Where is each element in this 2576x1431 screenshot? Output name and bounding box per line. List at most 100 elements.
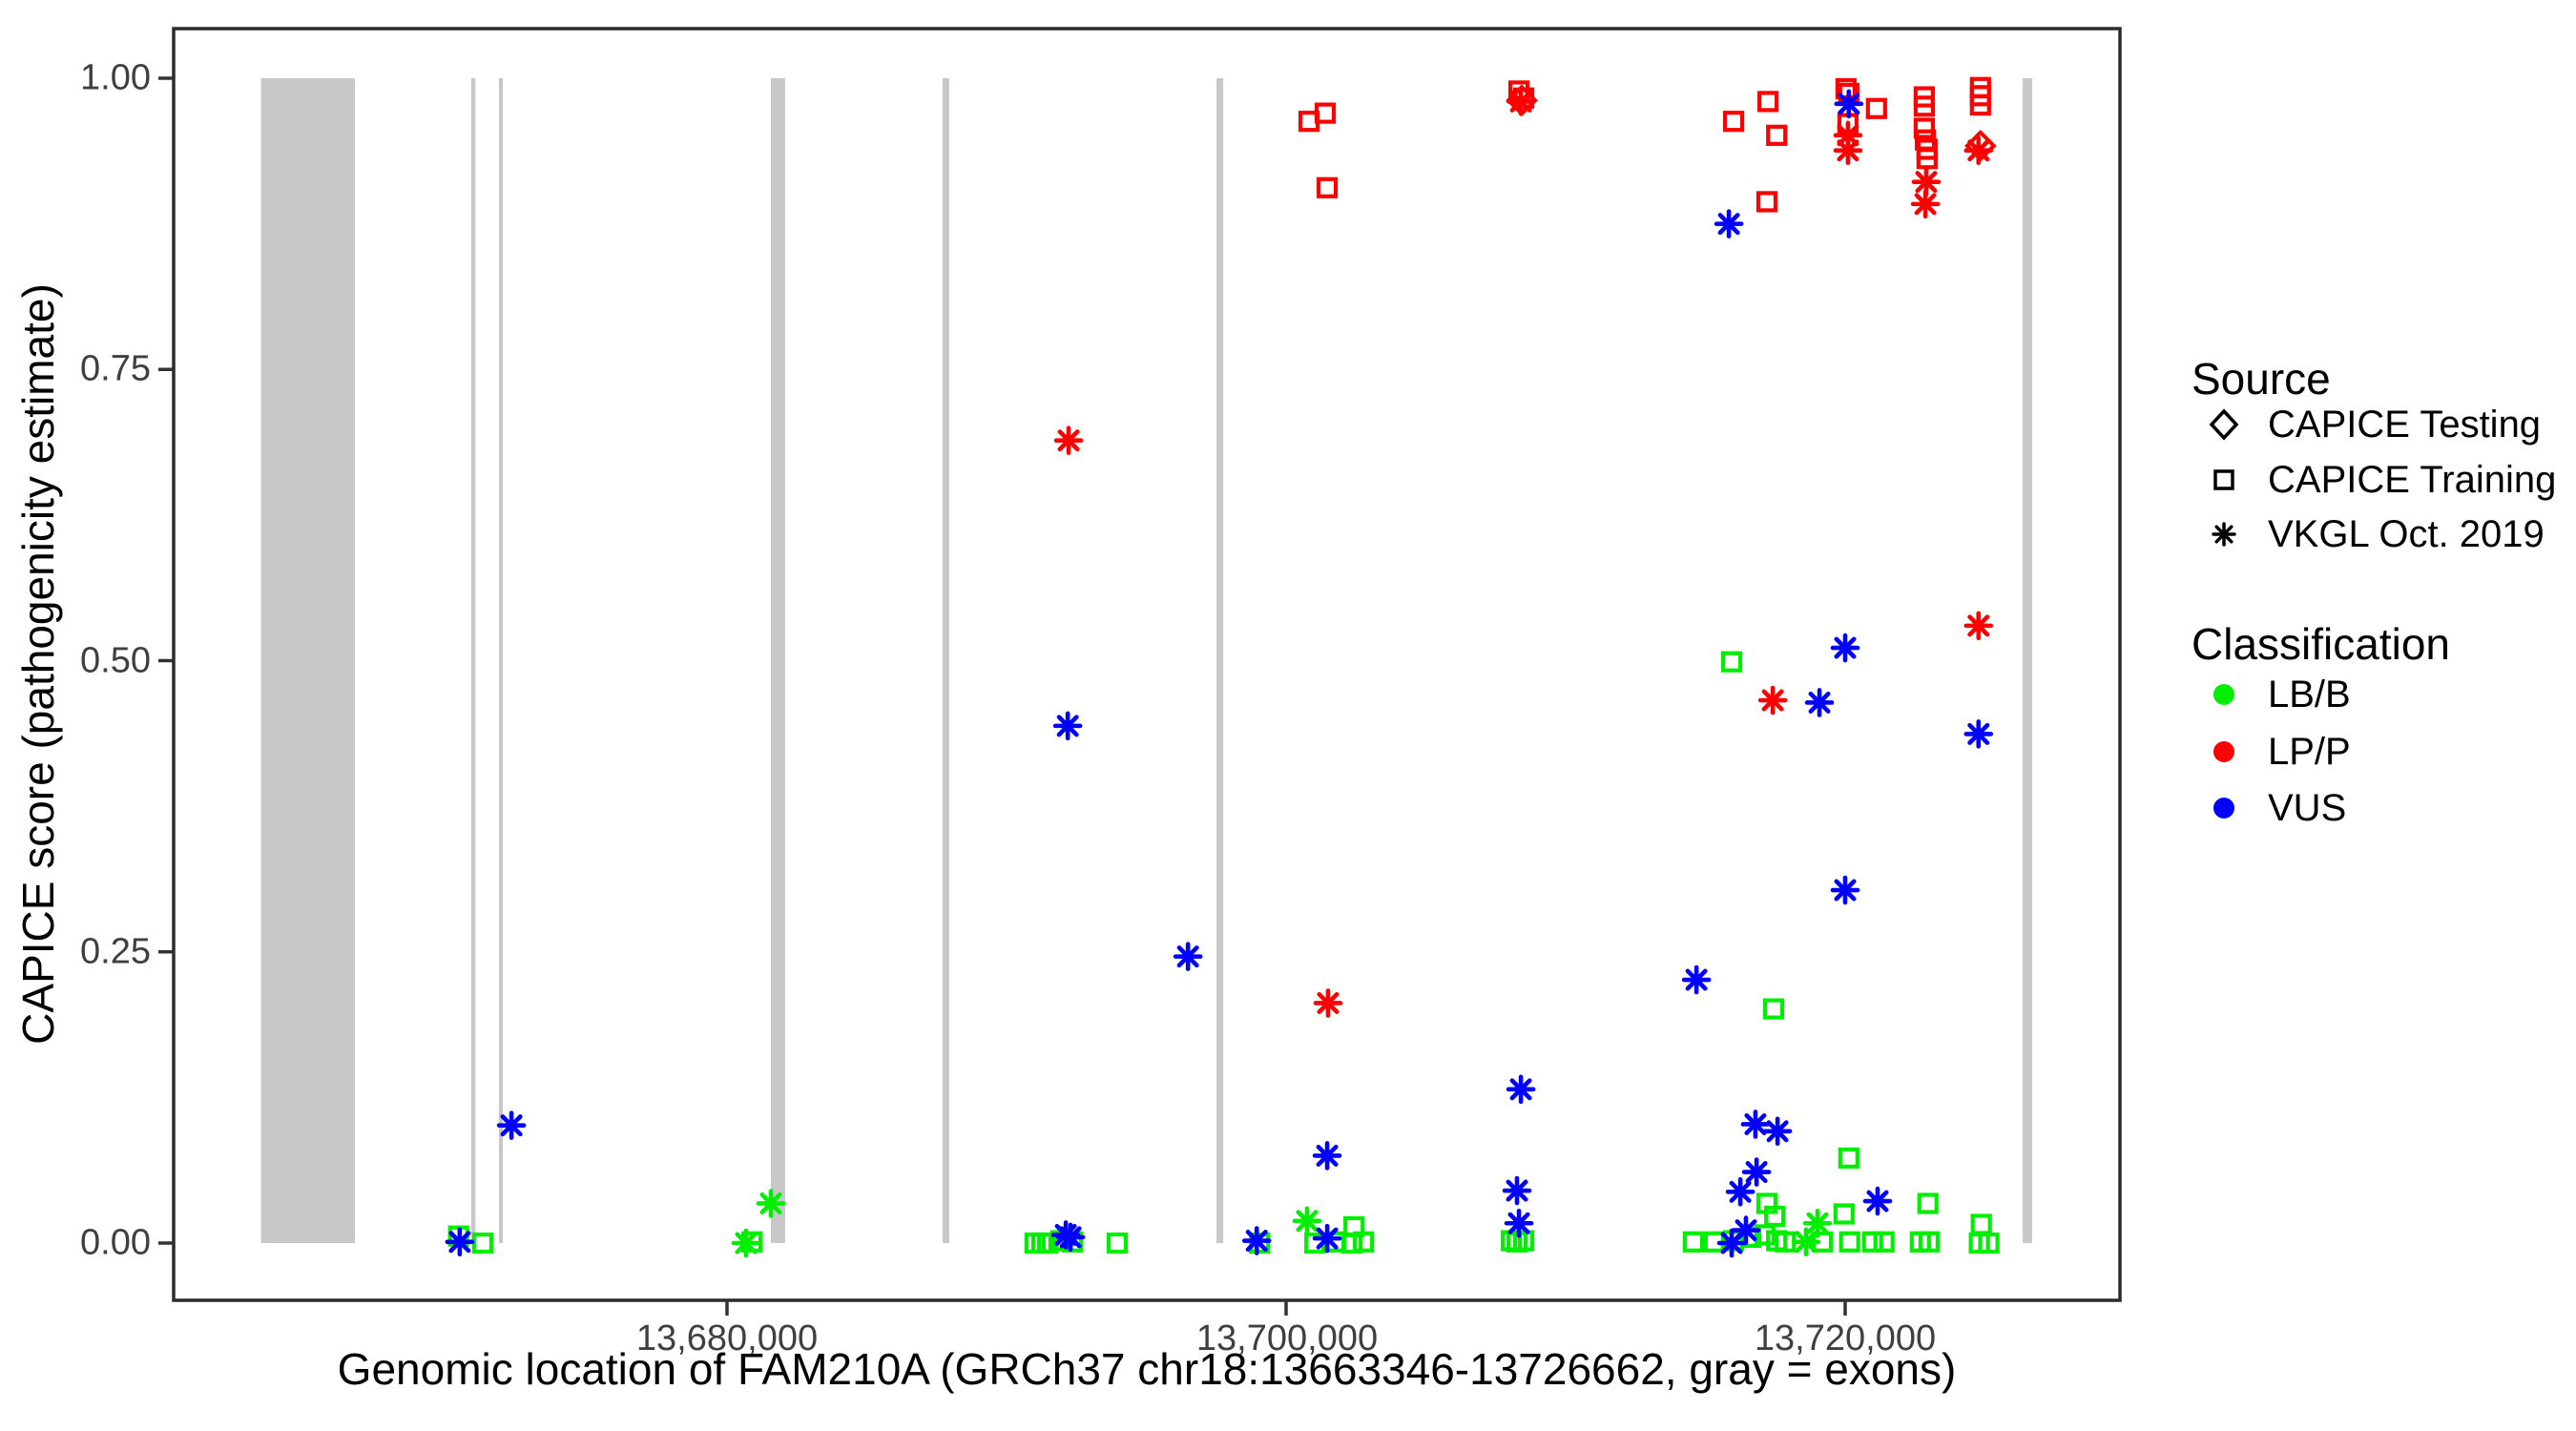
data-point bbox=[1714, 209, 1744, 238]
exon-bar bbox=[260, 78, 356, 1243]
data-point bbox=[1755, 191, 1778, 213]
data-point bbox=[1757, 91, 1779, 113]
exon-bar bbox=[2023, 78, 2033, 1243]
data-point bbox=[1865, 97, 1887, 119]
vus-dot-icon bbox=[2193, 781, 2254, 835]
data-point bbox=[1833, 120, 1863, 151]
data-point bbox=[1731, 1215, 1761, 1245]
legend-item-label: CAPICE Testing bbox=[2268, 403, 2542, 446]
data-point bbox=[1839, 1231, 1860, 1253]
data-point bbox=[1830, 875, 1860, 905]
data-point bbox=[1969, 93, 1991, 116]
data-point bbox=[1314, 102, 1337, 124]
axis-ticks bbox=[158, 76, 1847, 1316]
plot-panel-border bbox=[172, 27, 2122, 1302]
data-point bbox=[1830, 633, 1860, 663]
y-tick-label: 0.75 bbox=[80, 348, 151, 389]
data-point bbox=[1106, 1232, 1129, 1255]
legend-source-title: Source bbox=[2192, 354, 2331, 404]
data-point bbox=[1762, 998, 1785, 1020]
x-tick-label: 13,700,000 bbox=[1195, 1318, 1379, 1358]
data-point bbox=[1910, 189, 1941, 219]
data-point bbox=[1512, 1230, 1535, 1252]
square-icon bbox=[2193, 453, 2254, 507]
series-LPP-square bbox=[1298, 76, 1991, 213]
data-point bbox=[1834, 89, 1864, 119]
exon-bar bbox=[470, 78, 476, 1243]
data-point bbox=[1720, 651, 1743, 673]
y-tick-label: 1.00 bbox=[80, 57, 151, 98]
data-point bbox=[1740, 1110, 1771, 1139]
data-point bbox=[1353, 1231, 1375, 1253]
data-point bbox=[1762, 1116, 1793, 1147]
exon-bar bbox=[1216, 78, 1224, 1243]
data-point bbox=[1862, 1186, 1893, 1216]
data-point bbox=[1833, 135, 1863, 166]
data-point bbox=[1502, 1175, 1532, 1206]
y-tick-label: 0.00 bbox=[80, 1222, 151, 1263]
data-point bbox=[496, 1110, 527, 1140]
data-point bbox=[1913, 117, 1936, 139]
y-tick-label: 0.50 bbox=[80, 640, 151, 681]
data-point bbox=[1917, 1192, 1939, 1214]
data-point bbox=[1764, 1205, 1786, 1228]
x-tick-label: 13,680,000 bbox=[635, 1318, 819, 1358]
data-point bbox=[1241, 1226, 1272, 1255]
data-point bbox=[1838, 1147, 1859, 1169]
data-point bbox=[1506, 1074, 1536, 1105]
data-point bbox=[1312, 1223, 1342, 1254]
data-point bbox=[1316, 176, 1339, 198]
lbb-dot-icon bbox=[2193, 668, 2254, 721]
legend-item-label: LB/B bbox=[2268, 673, 2351, 716]
data-point bbox=[1766, 124, 1788, 146]
legend-item-label: VUS bbox=[2268, 786, 2347, 829]
legend-item-capice-testing: CAPICE Testing bbox=[2193, 398, 2541, 451]
series-VUS-asterisk bbox=[445, 89, 1994, 1258]
data-point bbox=[1963, 135, 1994, 166]
diamond-icon bbox=[2193, 398, 2254, 451]
y-axis-title: CAPICE score (pathogenicity estimate) bbox=[13, 283, 63, 1045]
exon-bars bbox=[260, 78, 2033, 1243]
data-point bbox=[1918, 1231, 1941, 1253]
data-point bbox=[1970, 1213, 1992, 1235]
data-point bbox=[1249, 1232, 1271, 1255]
legend-item-label: LP/P bbox=[2268, 730, 2351, 773]
data-point bbox=[1682, 1231, 1705, 1253]
data-point bbox=[1741, 1157, 1772, 1187]
data-point bbox=[1681, 964, 1712, 995]
asterisk-icon bbox=[2193, 508, 2254, 561]
data-point bbox=[1312, 1141, 1342, 1171]
data-point bbox=[1835, 77, 1857, 100]
legend-item-vkgl: VKGL Oct. 2019 bbox=[2193, 508, 2545, 561]
data-point bbox=[1833, 1203, 1855, 1225]
data-point bbox=[1861, 1231, 1883, 1253]
data-point bbox=[1341, 1232, 1363, 1255]
lpp-dot-icon bbox=[2193, 725, 2254, 778]
exon-bar bbox=[942, 78, 949, 1243]
legend-item-vus: VUS bbox=[2193, 781, 2346, 835]
data-point bbox=[1173, 942, 1203, 971]
data-point bbox=[1963, 719, 1994, 749]
legend-item-lbb: LB/B bbox=[2193, 668, 2351, 721]
x-tick-label: 13,720,000 bbox=[1754, 1318, 1937, 1358]
legend-item-lpp: LP/P bbox=[2193, 725, 2351, 778]
data-point bbox=[1804, 688, 1835, 717]
legend-item-label: CAPICE Training bbox=[2268, 458, 2557, 501]
data-point bbox=[1791, 1227, 1821, 1257]
y-tick-label: 0.25 bbox=[80, 931, 151, 972]
data-point bbox=[1873, 1231, 1895, 1253]
data-point bbox=[1978, 1232, 2000, 1255]
data-point bbox=[756, 1189, 786, 1218]
data-point bbox=[1313, 988, 1343, 1018]
legend-item-label: VKGL Oct. 2019 bbox=[2268, 512, 2545, 555]
data-point bbox=[1802, 1208, 1833, 1238]
data-point bbox=[1722, 111, 1745, 133]
legend-item-capice-training: CAPICE Training bbox=[2193, 453, 2556, 507]
legend-classification-title: Classification bbox=[2192, 619, 2450, 669]
exon-bar bbox=[498, 78, 504, 1243]
data-point bbox=[1506, 87, 1536, 116]
series-LBB-asterisk bbox=[731, 1189, 1833, 1258]
data-point bbox=[445, 1227, 475, 1257]
series-LPP-asterisk bbox=[1053, 87, 1994, 1018]
